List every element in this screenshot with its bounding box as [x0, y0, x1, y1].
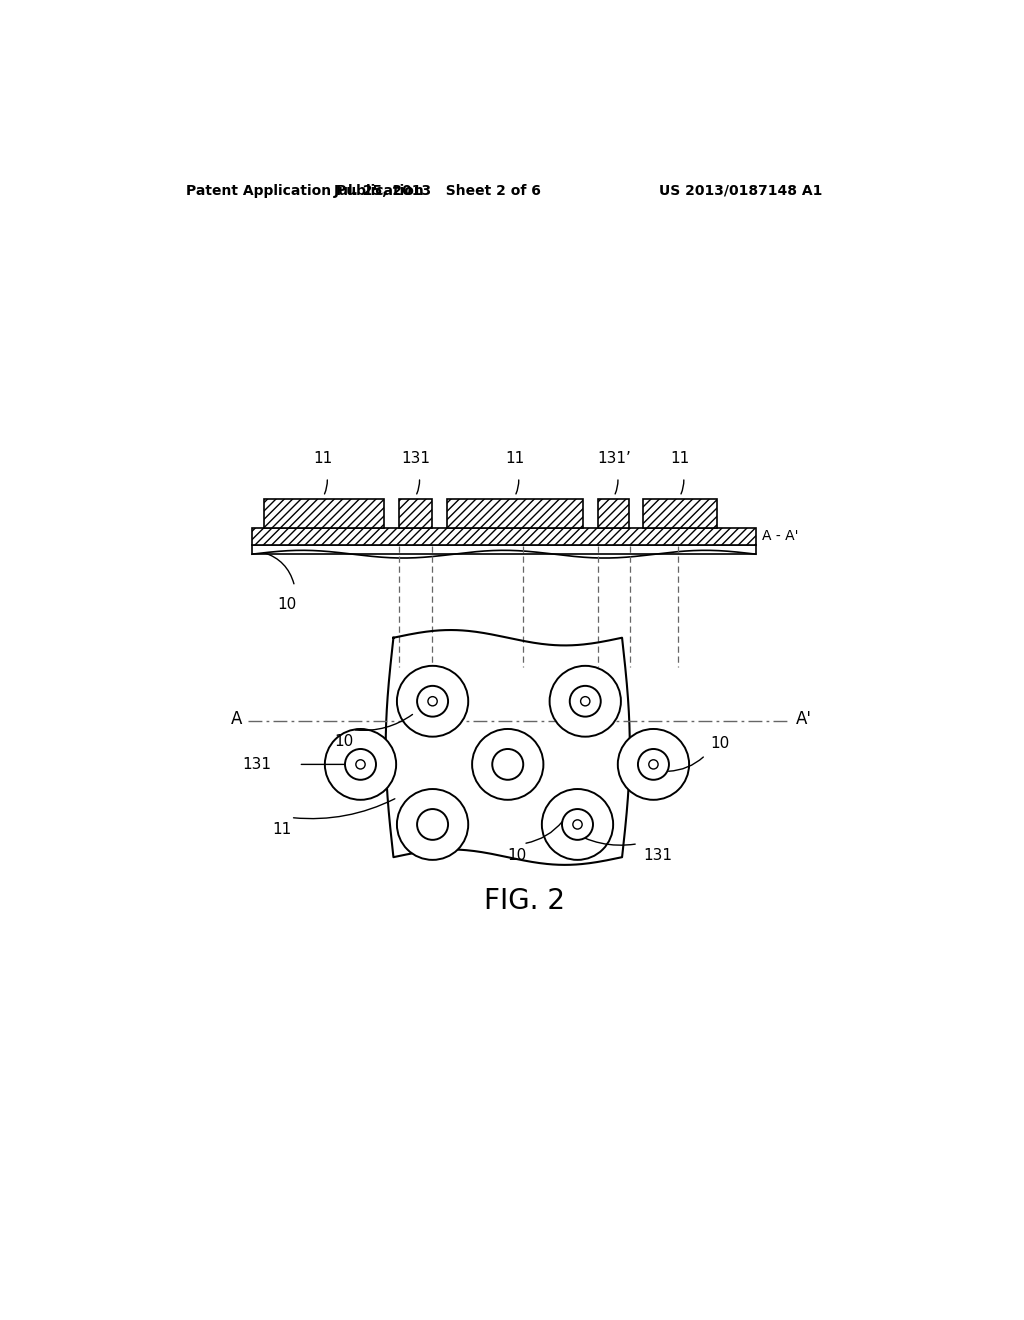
Circle shape [572, 820, 583, 829]
Text: 11: 11 [313, 451, 333, 466]
Circle shape [581, 697, 590, 706]
Text: 131: 131 [243, 756, 271, 772]
Text: 11: 11 [505, 451, 524, 466]
Circle shape [397, 665, 468, 737]
Text: A - A': A - A' [762, 529, 799, 544]
Circle shape [397, 789, 468, 859]
Circle shape [325, 729, 396, 800]
Text: 131: 131 [401, 451, 430, 466]
Text: 10: 10 [334, 734, 353, 750]
Circle shape [550, 665, 621, 737]
Circle shape [428, 697, 437, 706]
Circle shape [569, 686, 601, 717]
Circle shape [562, 809, 593, 840]
Text: 10: 10 [278, 597, 297, 611]
Text: 11: 11 [670, 451, 689, 466]
Bar [399, 499, 432, 528]
Bar [252, 528, 756, 545]
Bar [252, 545, 756, 554]
Text: 11: 11 [271, 822, 291, 837]
Circle shape [356, 760, 366, 770]
Circle shape [417, 809, 449, 840]
Text: 10: 10 [711, 737, 730, 751]
Text: A': A' [796, 710, 812, 727]
Bar [643, 499, 717, 528]
Text: Patent Application Publication: Patent Application Publication [186, 183, 424, 198]
Text: Jul. 25, 2013   Sheet 2 of 6: Jul. 25, 2013 Sheet 2 of 6 [334, 183, 542, 198]
Circle shape [417, 686, 449, 717]
Bar [598, 499, 630, 528]
Text: A: A [231, 710, 243, 727]
Circle shape [345, 748, 376, 780]
Text: FIG. 2: FIG. 2 [484, 887, 565, 916]
Circle shape [649, 760, 658, 770]
Bar [263, 499, 384, 528]
Circle shape [493, 748, 523, 780]
Circle shape [542, 789, 613, 859]
Text: 131’: 131’ [597, 451, 631, 466]
Circle shape [472, 729, 544, 800]
Text: 131: 131 [643, 849, 673, 863]
Text: 10: 10 [508, 849, 526, 863]
Circle shape [638, 748, 669, 780]
Bar [447, 499, 583, 528]
Circle shape [617, 729, 689, 800]
Text: US 2013/0187148 A1: US 2013/0187148 A1 [658, 183, 822, 198]
